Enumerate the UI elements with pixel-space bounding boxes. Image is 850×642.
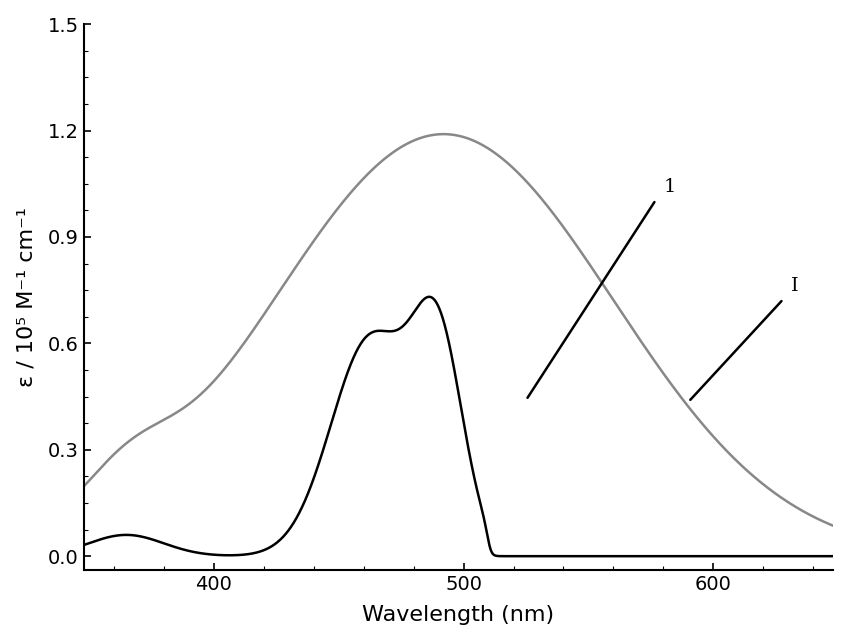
- X-axis label: Wavelength (nm): Wavelength (nm): [362, 605, 554, 625]
- Text: 1: 1: [664, 178, 676, 196]
- Text: I: I: [790, 277, 798, 295]
- Y-axis label: ε / 10⁵ M⁻¹ cm⁻¹: ε / 10⁵ M⁻¹ cm⁻¹: [17, 207, 37, 387]
